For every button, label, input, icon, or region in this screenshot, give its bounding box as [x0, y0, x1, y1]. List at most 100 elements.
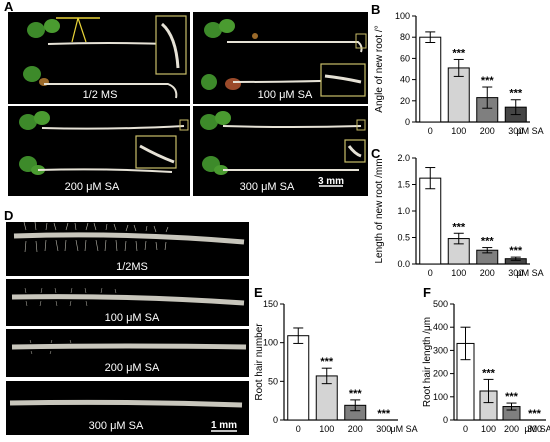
- seedling-drawing-3: 200 μM SA: [19, 111, 189, 193]
- x-tick-label: 0: [296, 424, 301, 434]
- seedling-drawing-2: 100 μM SA: [201, 19, 367, 101]
- significance-c-100: ***: [452, 221, 466, 233]
- y-axis-title: Root hair length /μm: [422, 317, 433, 407]
- y-tick-label: 0.0: [397, 259, 410, 269]
- panel-letter-d: D: [4, 208, 14, 223]
- seedling-photo-3: 200 μM SA: [8, 106, 190, 196]
- chart-e: 0 50 100 150 0 *** 100 *** 200 *** 300 μM SA Root ha…: [254, 299, 418, 434]
- y-tick-label: 300: [433, 345, 448, 355]
- y-tick-label: 2.0: [397, 153, 410, 163]
- y-tick-label: 400: [433, 322, 448, 332]
- significance-b-300: ***: [509, 88, 523, 100]
- scale-bar-a-label: 3 mm: [318, 176, 344, 187]
- panel-letter-a: A: [4, 0, 14, 14]
- root-label-3: 200 μM SA: [105, 362, 160, 374]
- seedling-label-2: 100 μM SA: [258, 89, 313, 101]
- bar-b-0: [419, 36, 442, 123]
- significance-c-200: ***: [481, 236, 495, 248]
- x-tick-label: 100: [481, 424, 496, 434]
- significance-f-100: ***: [482, 367, 496, 379]
- x-tick-label: 0: [463, 424, 468, 434]
- x-tick-label: 300: [508, 268, 523, 278]
- seedling-label-4: 300 μM SA: [240, 181, 295, 193]
- panel-letter-c: C: [371, 146, 381, 161]
- x-tick-label: 200: [504, 424, 519, 434]
- significance-b-100: ***: [452, 47, 466, 59]
- root-drawing-1: 1/2MS: [13, 221, 245, 273]
- y-tick-label: 0.5: [397, 233, 410, 243]
- x-tick-label: 100: [451, 126, 466, 136]
- y-tick-label: 50: [268, 376, 278, 386]
- x-unit-label: μM SA: [516, 126, 543, 136]
- x-tick-label: 100: [451, 268, 466, 278]
- y-tick-label: 0: [443, 415, 448, 425]
- seedling-photo-2: 100 μM SA: [193, 12, 368, 104]
- seedling-photo-4: 300 μM SA 3 mm: [193, 106, 368, 196]
- scale-bar-d-label: 1 mm: [211, 420, 237, 431]
- y-tick-label: 200: [433, 369, 448, 379]
- x-unit-label: μM SA: [516, 268, 543, 278]
- root-hairs-2: [24, 287, 117, 307]
- significance-e-200: ***: [349, 388, 363, 400]
- seedling-drawing-4: 300 μM SA 3 mm: [200, 111, 366, 193]
- root-photo-3: 200 μM SA: [6, 329, 249, 377]
- root-photo-4: 300 μM SA 1 mm: [6, 381, 249, 435]
- x-tick-label: 100: [319, 424, 334, 434]
- significance-c-300: ***: [509, 245, 523, 257]
- x-tick-label: 300: [527, 424, 542, 434]
- x-tick-label: 200: [348, 424, 363, 434]
- y-tick-label: 500: [433, 299, 448, 309]
- y-tick-label: 100: [263, 338, 278, 348]
- root-hairs-3: [29, 339, 72, 355]
- root-drawing-4: 300 μM SA 1 mm: [9, 399, 243, 432]
- y-tick-label: 0: [273, 415, 278, 425]
- x-tick-label: 300: [376, 424, 391, 434]
- panel-letter-f: F: [423, 285, 431, 300]
- x-tick-label: 0: [428, 268, 433, 278]
- bar-e-0: [287, 335, 310, 421]
- panel-letter-b: B: [371, 2, 381, 17]
- y-tick-label: 20: [400, 96, 410, 106]
- x-tick-label: 0: [428, 126, 433, 136]
- x-unit-label: μM SA: [390, 424, 417, 434]
- significance-f-300: ***: [528, 408, 542, 420]
- seedling-photo-1: 1/2 MS: [8, 12, 190, 104]
- significance-b-200: ***: [481, 75, 495, 87]
- significance-e-300: ***: [377, 408, 391, 420]
- y-tick-label: 100: [395, 11, 410, 21]
- root-photo-2: 100 μM SA: [6, 279, 249, 326]
- root-drawing-3: 200 μM SA: [11, 339, 247, 374]
- significance-e-100: ***: [320, 356, 334, 368]
- seedling-label-1: 1/2 MS: [83, 89, 118, 101]
- x-unit-label: μM SA: [524, 424, 550, 434]
- y-tick-label: 0: [405, 117, 410, 127]
- y-tick-label: 80: [400, 32, 410, 42]
- root-hairs-1: [23, 221, 169, 253]
- x-tick-label: 300: [508, 126, 523, 136]
- root-label-2: 100 μM SA: [105, 312, 160, 324]
- root-photo-1: 1/2MS: [6, 221, 249, 276]
- significance-f-200: ***: [505, 391, 519, 403]
- y-tick-label: 40: [400, 75, 410, 85]
- y-axis-title: Length of new root /mm: [374, 158, 385, 263]
- y-tick-label: 60: [400, 53, 410, 63]
- y-tick-label: 100: [433, 392, 448, 402]
- y-tick-label: 1.5: [397, 180, 410, 190]
- y-axis-title: Root hair number: [254, 323, 265, 401]
- panel-letter-e: E: [254, 285, 263, 300]
- root-drawing-2: 100 μM SA: [11, 287, 245, 324]
- y-axis-title: Angle of new root /°: [374, 25, 385, 112]
- y-tick-label: 1.0: [397, 206, 410, 216]
- root-label-4: 300 μM SA: [89, 420, 144, 432]
- x-tick-label: 200: [480, 126, 495, 136]
- x-tick-label: 200: [480, 268, 495, 278]
- seedling-drawing-1: 1/2 MS: [23, 15, 187, 101]
- root-label-1: 1/2MS: [116, 261, 148, 273]
- y-tick-label: 150: [263, 299, 278, 309]
- seedling-label-3: 200 μM SA: [65, 181, 120, 193]
- bar-c-0: [419, 177, 442, 265]
